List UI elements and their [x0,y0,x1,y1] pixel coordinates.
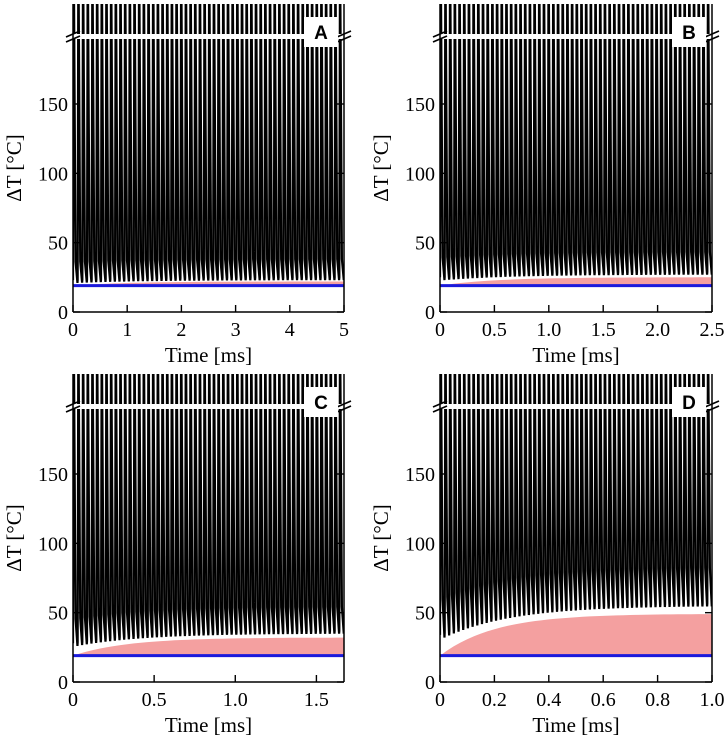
panel-letter-box [304,17,338,47]
x-tick-label: 0 [435,689,445,711]
x-tick-label: 0.8 [645,689,670,711]
x-tick-label: 1.5 [591,319,616,341]
chart-panel-b: 0 50 100 150 0 0.5 1.0 1.5 2.0 2.5 Time [ms] ΔT [°C… [369,4,725,367]
y-tick-label: 100 [38,163,68,185]
x-axis-label: Time [ms] [532,713,619,737]
y-tick-label: 50 [48,233,68,255]
y-tick-label: 100 [405,163,435,185]
x-tick-label: 0.4 [536,689,561,711]
y-tick-label: 50 [415,233,435,255]
plot-area [73,374,344,658]
axis-break-gap [65,34,352,39]
x-tick-label: 1.0 [700,689,725,711]
x-axis-label: Time [ms] [532,343,619,367]
chart-panel-a: 0 50 100 150 0 1 2 3 4 5 Time [ms] ΔT [°C] A [2,4,352,367]
temperature-rise-band [73,637,344,656]
panel-letter: B [682,23,696,44]
x-tick-label: 2.5 [700,319,725,341]
plot-area [73,4,344,288]
y-tick-label: 150 [38,94,68,116]
chart-panel-d: 0 50 100 150 0 0.2 0.4 0.6 0.8 1.0 Time [ms] ΔT [°C… [369,374,725,737]
pulse-trace [73,374,344,646]
y-axis-label: ΔT [°C] [369,134,393,202]
y-tick-label: 150 [405,94,435,116]
x-tick-label: 3 [231,319,241,341]
y-tick-label: 0 [425,672,435,694]
y-tick-label: 50 [48,603,68,625]
axis-break-gap [65,404,352,409]
x-tick-label: 0 [68,689,78,711]
x-axis-label: Time [ms] [165,713,252,737]
x-tick-label: 0.2 [482,689,507,711]
y-tick-label: 50 [415,603,435,625]
x-tick-label: 2.0 [645,319,670,341]
y-axis-label: ΔT [°C] [2,134,26,202]
panel-letter: C [314,393,328,414]
x-tick-label: 0.5 [142,689,167,711]
panel-letter-box [304,387,338,417]
y-tick-label: 150 [38,464,68,486]
pulse-trace [440,4,712,281]
x-tick-label: 1.0 [536,319,561,341]
plot-area [440,374,712,658]
panel-letter-box [672,387,706,417]
y-tick-label: 0 [425,302,435,324]
x-tick-label: 0.6 [591,689,616,711]
plot-area [440,4,712,288]
x-axis-label: Time [ms] [165,343,252,367]
y-tick-label: 0 [58,302,68,324]
x-tick-label: 4 [285,319,295,341]
x-tick-label: 1.5 [304,689,329,711]
x-tick-label: 1.0 [223,689,248,711]
pulse-trace [73,4,344,283]
temperature-rise-band [440,614,712,656]
y-tick-label: 100 [38,533,68,555]
axis-break-gap [432,34,720,39]
x-tick-label: 2 [176,319,186,341]
x-tick-label: 0 [68,319,78,341]
x-tick-label: 1 [122,319,132,341]
y-tick-label: 150 [405,464,435,486]
y-tick-label: 0 [58,672,68,694]
chart-panel-c: 0 50 100 150 0 0.5 1.0 1.5 Time [ms] ΔT [°C] C [2,374,352,737]
y-axis-label: ΔT [°C] [369,504,393,572]
y-tick-label: 100 [405,533,435,555]
y-axis-label: ΔT [°C] [2,504,26,572]
axis-break-gap [432,404,720,409]
x-tick-label: 0 [435,319,445,341]
temperature-rise-band [440,277,712,286]
panel-letter: D [682,393,696,414]
pulse-trace [440,374,712,638]
x-tick-label: 5 [339,319,349,341]
panel-letter-box [672,17,706,47]
panel-letter: A [314,23,328,44]
x-tick-label: 0.5 [482,319,507,341]
